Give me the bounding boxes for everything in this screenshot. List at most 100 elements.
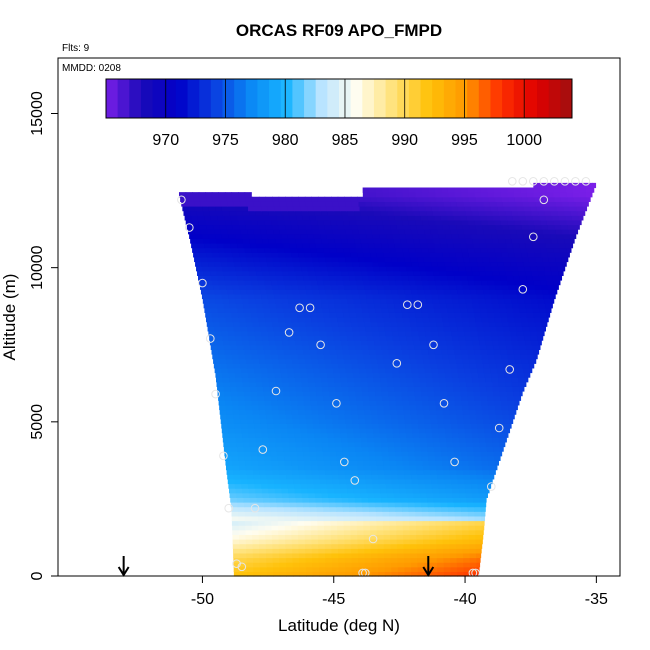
field-cell [268, 437, 276, 443]
field-cell [267, 423, 275, 429]
field-cell [565, 215, 573, 221]
field-cell [508, 196, 516, 202]
field-cell [504, 298, 513, 304]
field-cell [439, 377, 447, 383]
field-cell [462, 358, 470, 364]
field-cell [278, 317, 286, 323]
field-cell [553, 182, 561, 189]
field-cell [228, 266, 237, 272]
field-cell [406, 298, 414, 304]
field-cell [459, 492, 467, 498]
field-cell [221, 261, 229, 267]
field-cell [380, 492, 388, 498]
field-cell [246, 571, 255, 577]
field-cell [251, 317, 260, 323]
field-cell [291, 409, 300, 415]
field-cell [385, 293, 393, 300]
field-cell [523, 233, 532, 239]
field-cell [303, 506, 311, 512]
field-cell [481, 219, 489, 226]
field-cell [421, 455, 430, 461]
field-cell [297, 404, 306, 411]
field-cell [405, 206, 413, 212]
field-cell [263, 344, 271, 350]
field-cell [248, 335, 256, 341]
field-cell [299, 566, 307, 572]
field-cell [222, 372, 230, 378]
field-cell [471, 432, 479, 438]
field-cell [249, 270, 257, 276]
field-cell [395, 511, 403, 517]
field-cell [432, 335, 440, 341]
field-cell [473, 497, 481, 503]
field-cell [415, 400, 423, 406]
field-cell [360, 298, 368, 304]
field-cell [431, 330, 439, 337]
field-cell [232, 224, 240, 230]
field-cell [542, 326, 546, 332]
field-cell [353, 428, 361, 434]
colorbar-step [315, 79, 328, 118]
field-cell [440, 446, 448, 452]
field-cell [343, 460, 351, 466]
field-cell [452, 335, 460, 341]
field-cell [512, 270, 520, 276]
field-cell [242, 377, 250, 383]
field-cell [375, 192, 384, 198]
field-cell [416, 539, 424, 545]
field-cell [273, 289, 281, 295]
field-cell [408, 395, 416, 401]
field-cell [231, 395, 239, 401]
field-cell [384, 256, 392, 263]
field-cell [505, 386, 514, 392]
field-cell [299, 418, 307, 424]
field-cell [382, 506, 390, 512]
field-cell [476, 256, 484, 263]
field-cell [306, 367, 314, 374]
field-cell [400, 210, 408, 216]
field-cell [467, 502, 475, 508]
field-cell [477, 261, 485, 267]
field-cell [328, 303, 336, 309]
field-cell [486, 391, 494, 397]
field-cell [331, 196, 339, 202]
field-cell [257, 455, 265, 461]
field-cell [370, 358, 378, 364]
field-cell [316, 247, 325, 253]
field-cell [441, 400, 450, 406]
field-cell [260, 326, 268, 332]
field-cell [545, 307, 552, 313]
field-cell [379, 330, 387, 337]
field-cell [521, 321, 530, 327]
field-cell [408, 187, 416, 193]
field-cell [464, 261, 472, 267]
field-cell [229, 270, 238, 276]
field-cell [438, 335, 447, 341]
field-cell [269, 344, 277, 350]
colorbar-tick-label: 990 [391, 132, 418, 149]
field-cell [445, 233, 453, 239]
field-cell [378, 261, 387, 267]
sample-point [198, 278, 207, 288]
field-cell [465, 335, 473, 341]
field-cell [205, 192, 213, 198]
field-cell [305, 469, 313, 475]
field-cell [447, 243, 455, 249]
field-cell [319, 367, 327, 374]
field-cell [508, 224, 516, 230]
field-cell [297, 354, 305, 360]
field-cell [275, 377, 283, 383]
field-cell [289, 215, 297, 221]
field-cell [255, 335, 263, 341]
field-cell [311, 224, 319, 230]
field-cell [305, 201, 314, 207]
field-cell [420, 497, 428, 503]
field-cell [359, 372, 368, 378]
field-cell [424, 229, 432, 235]
field-cell [448, 515, 456, 522]
field-cell [216, 210, 224, 216]
field-cell [350, 404, 358, 411]
field-cell [356, 280, 364, 286]
field-cell [419, 210, 428, 216]
field-cell [303, 400, 312, 406]
